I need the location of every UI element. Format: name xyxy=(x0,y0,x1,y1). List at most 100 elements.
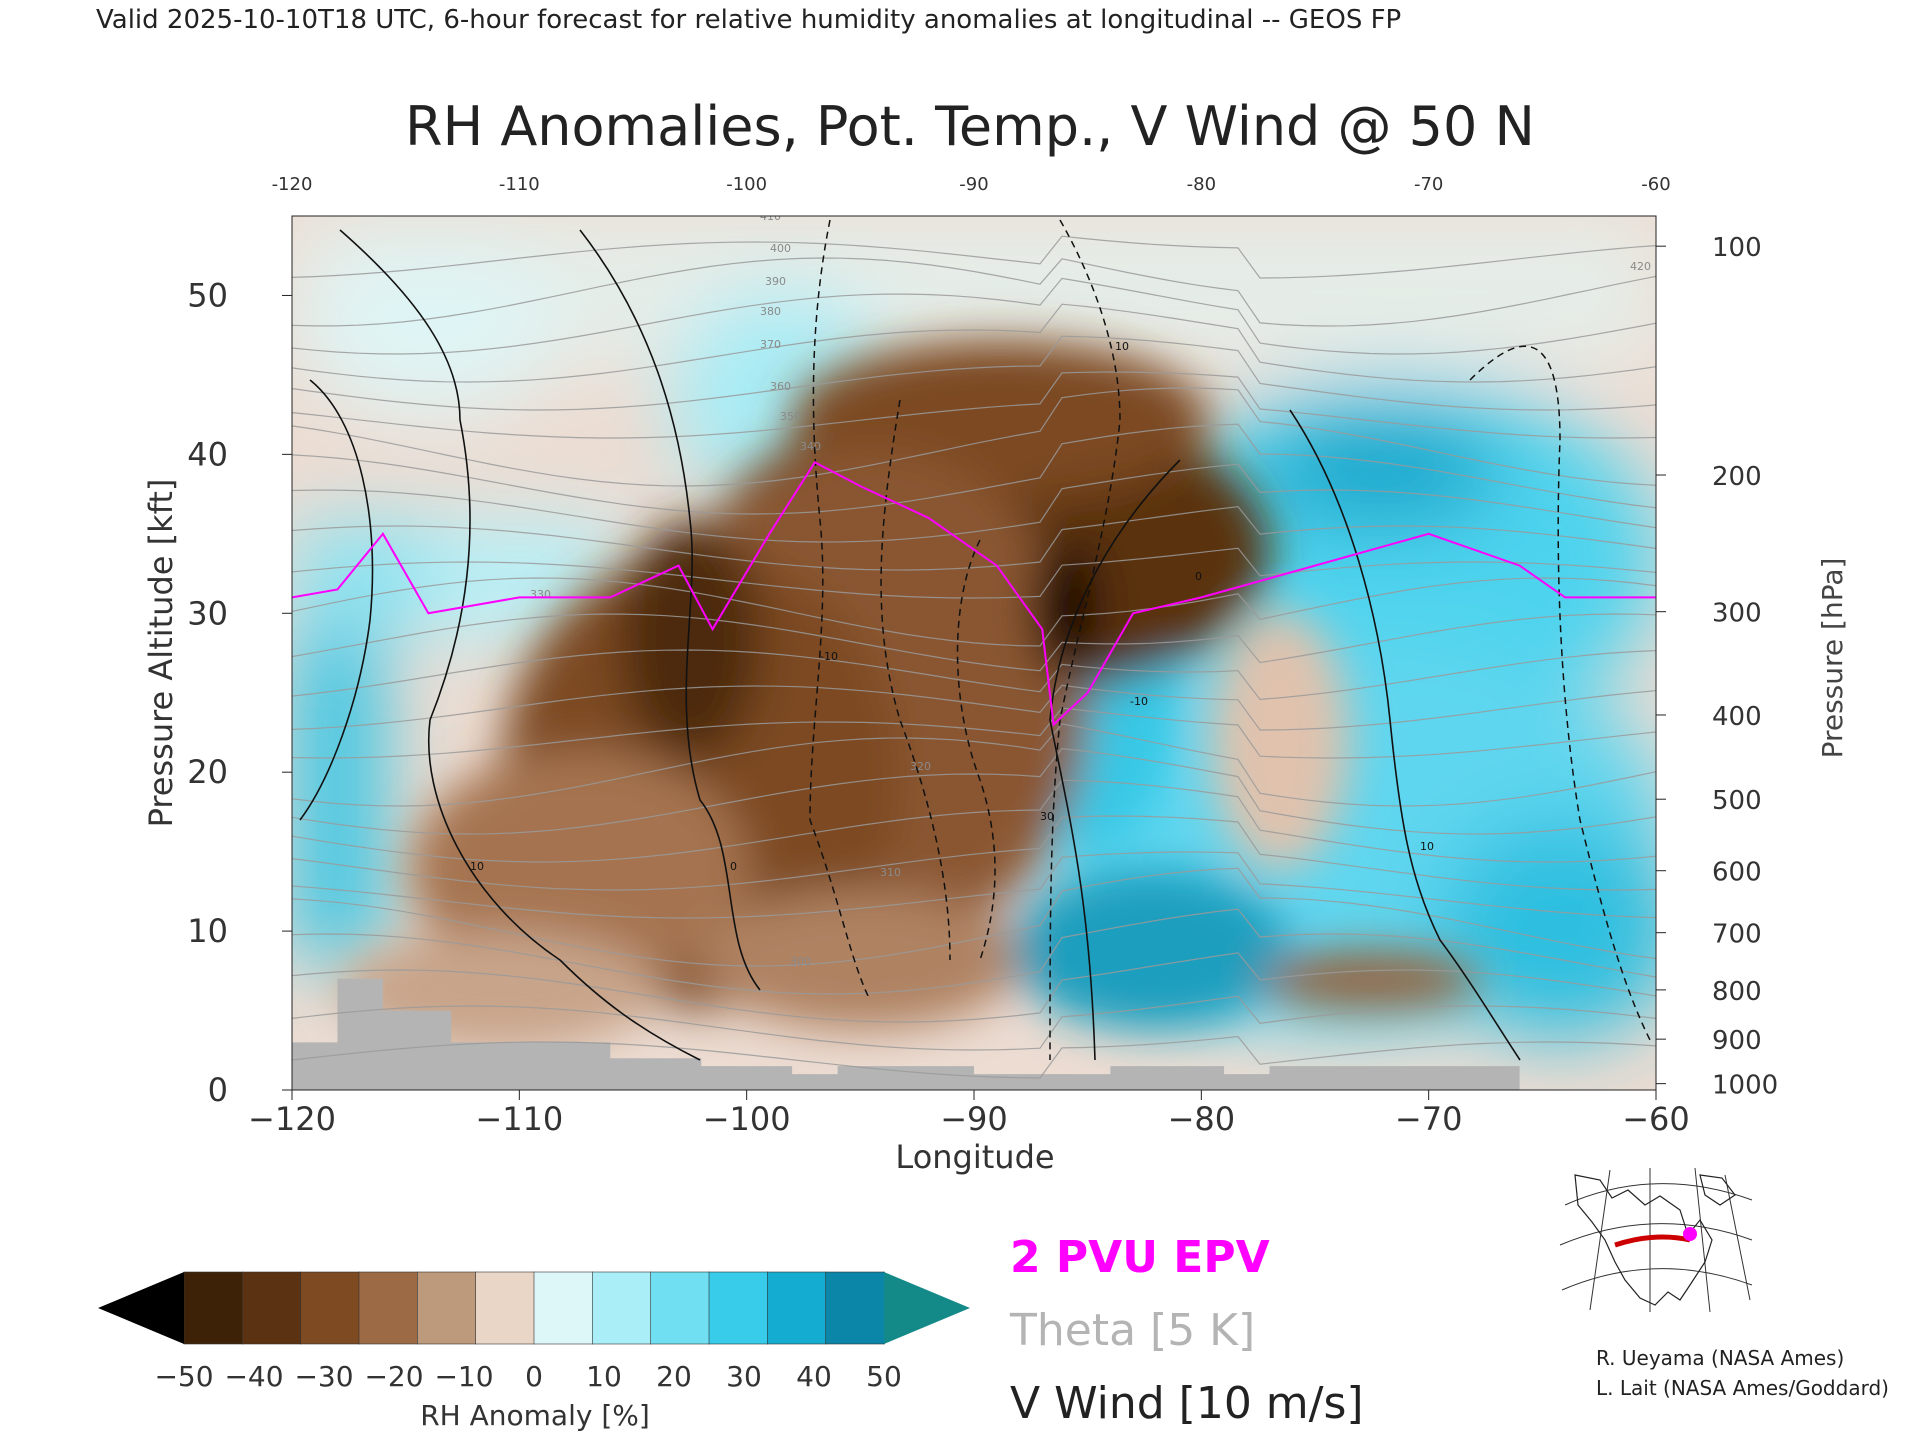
vwind-contour-label: 10 xyxy=(470,860,484,873)
colorbar-tick-label: 40 xyxy=(796,1360,832,1393)
theta-contour xyxy=(292,707,1656,759)
colorbar-swatch xyxy=(533,1271,594,1345)
y-tick-label-left: 40 xyxy=(187,435,228,473)
y-tick-label-left: 30 xyxy=(187,594,228,632)
theta-contour-label: 320 xyxy=(910,760,931,773)
colorbar-swatch xyxy=(417,1271,477,1345)
theta-contour-label: 310 xyxy=(880,866,901,879)
theta-contour xyxy=(292,952,1656,1023)
y-tick-label-left: 20 xyxy=(187,753,228,791)
theta-contour xyxy=(292,303,1656,383)
theta-contour-label: 390 xyxy=(765,275,786,288)
theta-contour xyxy=(292,387,1656,487)
x-tick-label-top: -120 xyxy=(272,174,313,195)
x-tick-label-bottom: −80 xyxy=(1168,1100,1236,1138)
theta-contour xyxy=(292,257,1656,327)
x-tick-label-top: -90 xyxy=(959,174,988,195)
theta-contour xyxy=(292,547,1656,599)
pressure-tick-label: 900 xyxy=(1712,1026,1762,1056)
heatmap-field: 300310320330340350360370380390400410420 … xyxy=(292,216,1656,1090)
colorbar-tick-label: −10 xyxy=(434,1360,493,1393)
x-tick-label-top: -70 xyxy=(1414,174,1443,195)
y-tick-label-left: 10 xyxy=(187,912,228,950)
vwind-contour-dashed xyxy=(1469,345,1651,1041)
colorbar-swatch xyxy=(592,1271,652,1345)
theta-contour xyxy=(292,995,1656,1051)
colorbar-tick-label: −50 xyxy=(154,1360,213,1393)
vwind-contour-dashed xyxy=(880,399,951,961)
x-tick-label-top: -100 xyxy=(726,174,767,195)
theta-contour-label: 370 xyxy=(760,338,781,351)
chart-title: RH Anomalies, Pot. Temp., V Wind @ 50 N xyxy=(405,95,1535,158)
x-tick-label-top: -60 xyxy=(1641,174,1670,195)
legend-vwind: V Wind [10 m/s] xyxy=(1010,1378,1364,1429)
theta-contour xyxy=(292,423,1656,515)
x-tick-label-bottom: −70 xyxy=(1395,1100,1463,1138)
colorbar-swatch xyxy=(475,1271,535,1345)
theta-contour xyxy=(292,779,1656,863)
legend-theta: Theta [5 K] xyxy=(1009,1305,1255,1356)
theta-contour xyxy=(292,371,1656,439)
pressure-tick-label: 100 xyxy=(1712,233,1762,263)
vwind-contour-label: 10 xyxy=(1115,340,1129,353)
vwind-contour-dashed xyxy=(956,539,996,961)
theta-contour xyxy=(292,577,1656,647)
y-tick-label-left: 0 xyxy=(208,1071,228,1109)
vwind-contour-solid xyxy=(1289,409,1521,1061)
colorbar-tick-label: −30 xyxy=(294,1360,353,1393)
axes-layer: −120-120−110-110−100-100−90-90−80-80−70-… xyxy=(187,174,1778,1138)
y-axis-label-right: Pressure [hPa] xyxy=(1816,558,1849,759)
y-axis-label-left: Pressure Altitude [kft] xyxy=(142,479,180,828)
vwind-contour-solid xyxy=(579,229,761,991)
theta-contour xyxy=(292,235,1656,279)
colorbar-swatch xyxy=(650,1271,710,1345)
inset-globe-map xyxy=(1555,1165,1755,1315)
colorbar-swatch xyxy=(242,1271,302,1345)
colorbar-over-arrow xyxy=(884,1272,970,1344)
theta-contour xyxy=(292,908,1656,995)
x-tick-label-bottom: −110 xyxy=(475,1100,563,1138)
pressure-tick-label: 800 xyxy=(1712,977,1762,1007)
x-tick-label-top: -80 xyxy=(1187,174,1216,195)
vwind-contour-solid xyxy=(299,379,374,821)
colorbar-swatch xyxy=(183,1271,244,1345)
x-tick-label-bottom: −90 xyxy=(940,1100,1008,1138)
vwind-contour-label: 30 xyxy=(1040,810,1054,823)
theta-contour xyxy=(292,747,1656,835)
pressure-tick-label: 200 xyxy=(1712,462,1762,492)
theta-contour xyxy=(292,463,1656,543)
epv-2pvu-line xyxy=(292,460,1656,727)
pressure-tick-label: 400 xyxy=(1712,702,1762,732)
pressure-tick-label: 600 xyxy=(1712,858,1762,888)
vwind-contour-label: 0 xyxy=(1195,570,1202,583)
theta-contour xyxy=(292,684,1656,731)
credit-line-2: L. Lait (NASA Ames/Goddard) xyxy=(1596,1376,1889,1400)
vwind-contours: 10 0 -10 30 10 0 -10 10 xyxy=(299,219,1651,1061)
colorbar-tick-label: 50 xyxy=(866,1360,902,1393)
terrain-polygon xyxy=(292,978,1520,1090)
vwind-contour-label: -10 xyxy=(820,650,838,663)
colorbar-swatch xyxy=(767,1271,827,1345)
theta-contour-label: 330 xyxy=(530,588,551,601)
epv-line-layer xyxy=(292,460,1656,727)
inset-coastline xyxy=(1574,1174,1736,1306)
theta-contour xyxy=(292,649,1656,701)
header-line: Valid 2025-10-10T18 UTC, 6-hour forecast… xyxy=(96,5,1401,35)
vwind-contour-dashed xyxy=(1049,219,1121,1061)
theta-contour xyxy=(292,613,1656,672)
vwind-contour-label: -10 xyxy=(1130,695,1148,708)
colorbar-tick-label: 10 xyxy=(586,1360,622,1393)
theta-contour xyxy=(292,335,1656,411)
x-tick-label-bottom: −60 xyxy=(1622,1100,1690,1138)
x-axis-label: Longitude xyxy=(895,1138,1054,1176)
vwind-contour-label: 10 xyxy=(1420,840,1434,853)
pressure-tick-label: 1000 xyxy=(1712,1071,1778,1101)
pressure-tick-label: 500 xyxy=(1712,786,1762,816)
x-tick-label-top: -110 xyxy=(499,174,540,195)
colorbar-tick-label: 0 xyxy=(525,1360,543,1393)
colorbar: −50 −40 −30 −20 −10 0 10 20 30 40 50 xyxy=(98,1271,970,1393)
colorbar-tick-label: 30 xyxy=(726,1360,762,1393)
